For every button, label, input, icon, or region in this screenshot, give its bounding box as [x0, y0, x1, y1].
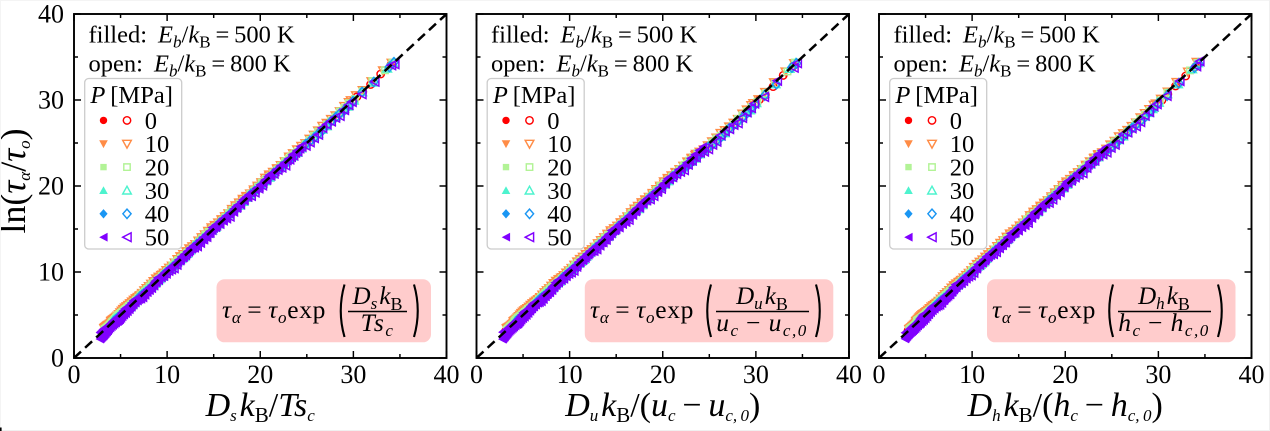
svg-text:20: 20 — [547, 155, 572, 182]
svg-text:10: 10 — [145, 131, 170, 158]
svg-text:20: 20 — [650, 360, 676, 389]
svg-text:30: 30 — [743, 360, 769, 389]
svg-text:0: 0 — [547, 108, 559, 135]
svg-text:Dh​ kB​: Dh​ kB​ — [1137, 283, 1190, 314]
svg-text:40: 40 — [434, 360, 460, 389]
svg-text:40: 40 — [1239, 360, 1265, 389]
svg-text:P [MPa]: P [MPa] — [89, 82, 172, 109]
svg-text:open: Eb​/kB​ = 800 K: open: Eb​/kB​ = 800 K — [894, 51, 1096, 81]
svg-text:20: 20 — [247, 360, 273, 389]
svg-text:P [MPa]: P [MPa] — [492, 82, 575, 109]
svg-text:open: Eb​/kB​ = 800 K: open: Eb​/kB​ = 800 K — [491, 51, 693, 81]
svg-text:0: 0 — [470, 360, 483, 389]
svg-text:40: 40 — [950, 201, 975, 228]
svg-text:50: 50 — [950, 225, 975, 252]
svg-text:30: 30 — [1145, 360, 1171, 389]
svg-text:0: 0 — [873, 360, 886, 389]
svg-text:filled: Eb​/kB​ = 500 K: filled: Eb​/kB​ = 500 K — [89, 22, 296, 52]
svg-text:40: 40 — [38, 0, 64, 28]
svg-text:0: 0 — [68, 360, 81, 389]
svg-text:0: 0 — [950, 108, 962, 135]
svg-text:P [MPa]: P [MPa] — [894, 82, 977, 109]
svg-text:20: 20 — [1052, 360, 1078, 389]
svg-text:10: 10 — [154, 360, 180, 389]
svg-text:10: 10 — [38, 257, 64, 286]
svg-text:40: 40 — [836, 360, 862, 389]
svg-text:10: 10 — [959, 360, 985, 389]
svg-text:20: 20 — [145, 155, 170, 182]
svg-text:30: 30 — [145, 178, 170, 205]
svg-text:40: 40 — [547, 201, 572, 228]
svg-text:Ds​ kB​: Ds​ kB​ — [352, 283, 403, 314]
svg-text:τα​ = τo​exp: τα​ = τo​exp — [222, 295, 326, 327]
svg-text:10: 10 — [547, 131, 572, 158]
svg-text:30: 30 — [547, 178, 572, 205]
svg-text:Tsc​: Tsc​ — [361, 308, 395, 340]
svg-text:30: 30 — [950, 178, 975, 205]
svg-text:20: 20 — [38, 171, 64, 200]
svg-text:10: 10 — [557, 360, 583, 389]
svg-text:open: Eb​/kB​ = 800 K: open: Eb​/kB​ = 800 K — [89, 51, 291, 81]
svg-text:50: 50 — [547, 225, 572, 252]
svg-text:filled: Eb​/kB​ = 500 K: filled: Eb​/kB​ = 500 K — [491, 22, 698, 52]
svg-text:0: 0 — [51, 343, 64, 372]
svg-text:20: 20 — [950, 155, 975, 182]
svg-text:30: 30 — [340, 360, 366, 389]
svg-text:0: 0 — [145, 108, 157, 135]
svg-text:filled: Eb​/kB​ = 500 K: filled: Eb​/kB​ = 500 K — [894, 22, 1101, 52]
svg-text:Du​ kB​: Du​ kB​ — [735, 283, 788, 314]
svg-text:50: 50 — [145, 225, 170, 252]
svg-text:10: 10 — [950, 131, 975, 158]
svg-text:40: 40 — [145, 201, 170, 228]
svg-text:30: 30 — [38, 85, 64, 114]
